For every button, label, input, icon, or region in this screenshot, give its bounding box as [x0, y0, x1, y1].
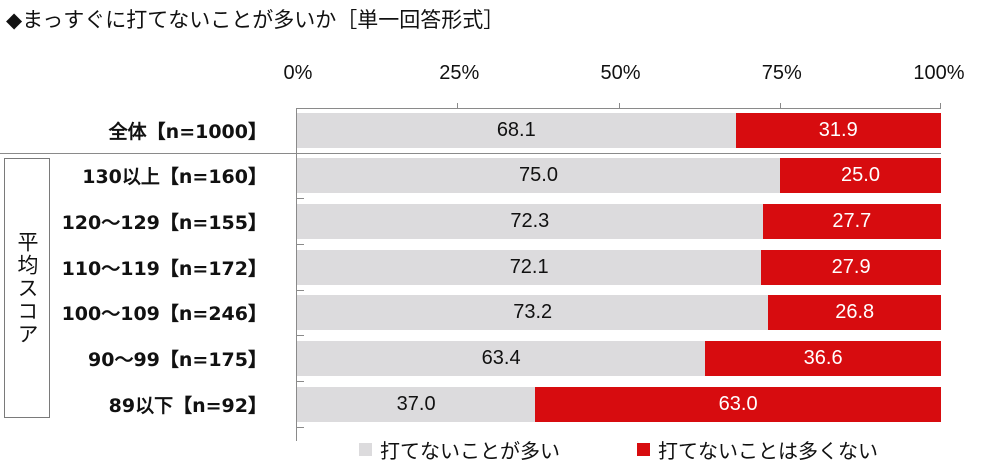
bar-segment-often: 37.0 — [297, 387, 536, 422]
bar-segment-not-often: 25.0 — [780, 158, 941, 193]
group-separator — [0, 153, 941, 154]
row-label: 130以上【n=160】 — [82, 166, 267, 188]
bar-segment-often: 72.1 — [297, 250, 762, 285]
x-tick-label: 100% — [913, 62, 965, 84]
bar-segment-often: 73.2 — [297, 295, 769, 330]
y-tick-mark — [296, 244, 304, 245]
legend-item-often: 打てないことが多い — [359, 435, 560, 464]
x-tick-mark — [940, 103, 941, 109]
x-tick-mark — [619, 103, 620, 109]
bar-segment-often: 75.0 — [297, 158, 780, 193]
row-label: 90～99【n=175】 — [88, 349, 267, 371]
bar-row: 63.4 36.6 — [297, 341, 941, 376]
y-axis-line — [296, 108, 297, 441]
y-tick-mark — [296, 198, 304, 199]
bar-segment-not-often: 31.9 — [735, 113, 941, 148]
bar-row: 37.0 63.0 — [297, 387, 941, 422]
row-label: 89以下【n=92】 — [108, 395, 267, 417]
y-tick-mark — [296, 335, 304, 336]
legend-item-not-often: 打てないことは多くない — [637, 435, 878, 464]
group-label-box: 平均スコア — [4, 158, 50, 418]
y-tick-mark — [296, 153, 304, 154]
legend-swatch-grey-icon — [359, 443, 372, 456]
row-label: 100～109【n=246】 — [61, 303, 267, 325]
bar-segment-not-often: 27.7 — [762, 204, 941, 239]
bar-row: 72.1 27.9 — [297, 250, 941, 285]
legend-label: 打てないことは多くない — [658, 439, 878, 463]
bar-segment-not-often: 27.9 — [761, 250, 941, 285]
bar-segment-often: 68.1 — [297, 113, 736, 148]
x-tick-label: 50% — [600, 62, 641, 84]
legend-label: 打てないことが多い — [380, 439, 560, 463]
y-tick-mark — [296, 290, 304, 291]
bar-row: 72.3 27.7 — [297, 204, 941, 239]
chart-title: ◆まっすぐに打てないことが多いか［単一回答形式］ — [6, 8, 505, 32]
axis-frame-top — [296, 108, 941, 109]
x-tick-label: 75% — [761, 62, 802, 84]
row-label: 全体【n=1000】 — [108, 121, 267, 143]
bar-segment-not-often: 63.0 — [535, 387, 941, 422]
row-label: 120～129【n=155】 — [61, 212, 267, 234]
x-tick-mark — [457, 103, 458, 109]
bar-row: 75.0 25.0 — [297, 158, 941, 193]
row-label: 110～119【n=172】 — [61, 258, 267, 280]
y-tick-mark — [296, 427, 304, 428]
x-tick-label: 0% — [283, 62, 313, 84]
x-tick-label: 25% — [439, 62, 480, 84]
bar-row: 68.1 31.9 — [297, 113, 941, 148]
bar-segment-often: 63.4 — [297, 341, 706, 376]
bar-segment-not-often: 36.6 — [705, 341, 941, 376]
bar-segment-not-often: 26.8 — [768, 295, 941, 330]
bar-segment-often: 72.3 — [297, 204, 763, 239]
legend-swatch-red-icon — [637, 443, 650, 456]
y-tick-mark — [296, 381, 304, 382]
group-label: 平均スコア — [15, 230, 39, 346]
x-tick-mark — [780, 103, 781, 109]
bar-row: 73.2 26.8 — [297, 295, 941, 330]
